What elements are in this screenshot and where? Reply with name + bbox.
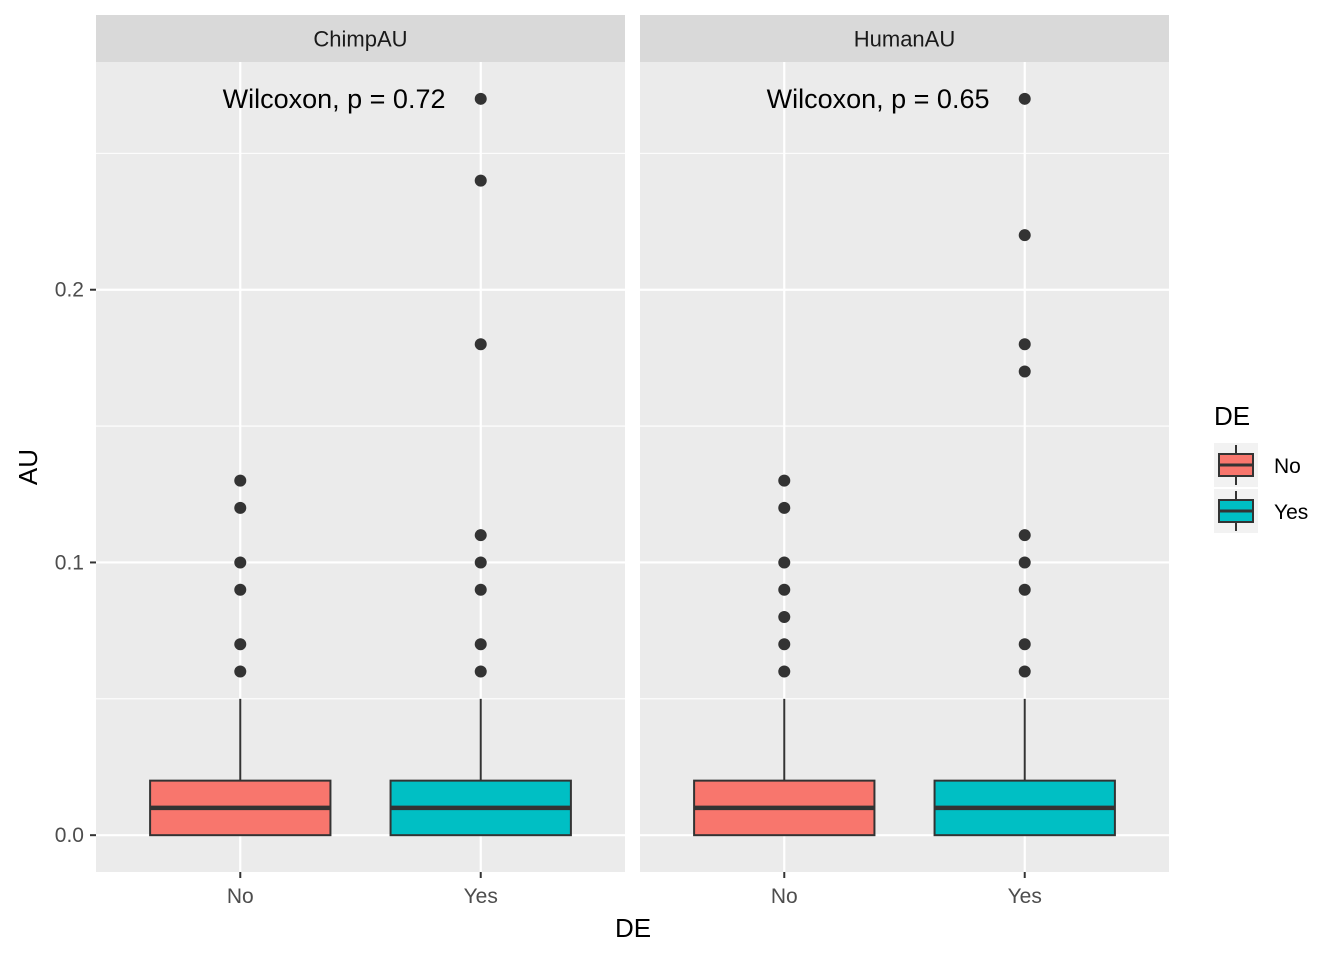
outlier-point — [778, 638, 791, 651]
x-tick-label: No — [227, 885, 254, 908]
outlier-point — [778, 501, 791, 514]
outlier-point — [778, 611, 791, 623]
legend-title: DE — [1214, 401, 1250, 431]
outlier-point — [234, 665, 247, 678]
outlier-point — [1018, 665, 1031, 678]
outlier-point — [474, 92, 487, 105]
box-No — [149, 474, 332, 837]
outlier-point — [778, 665, 791, 678]
outlier-point — [474, 338, 487, 351]
outlier-point — [234, 556, 247, 569]
panel-strip-title: ChimpAU — [313, 27, 407, 52]
outlier-point — [474, 665, 487, 678]
outlier-point — [474, 638, 487, 651]
outlier-point — [474, 556, 487, 569]
outlier-point — [1018, 556, 1031, 569]
wilcoxon-annotation: Wilcoxon, p = 0.65 — [767, 84, 990, 114]
outlier-point — [234, 638, 247, 651]
legend: DE No Yes — [1214, 401, 1308, 533]
outlier-point — [1018, 583, 1031, 596]
legend-entry-Yes: Yes — [1214, 489, 1308, 533]
box-Yes — [933, 92, 1116, 837]
wilcoxon-annotation: Wilcoxon, p = 0.72 — [223, 84, 446, 114]
y-tick-label: 0.0 — [55, 824, 84, 847]
box-No — [693, 474, 876, 837]
y-axis: 0.0 0.1 0.2 — [55, 279, 96, 847]
outlier-point — [1018, 229, 1031, 242]
panel-HumanAU: HumanAU Wilcoxon, p = 0.65 No Yes — [640, 15, 1169, 908]
outlier-point — [778, 474, 791, 487]
legend-label: Yes — [1274, 501, 1308, 524]
box-Yes — [389, 92, 572, 837]
x-tick-label: Yes — [464, 885, 498, 908]
panel-strip-title: HumanAU — [854, 27, 955, 52]
outlier-point — [778, 583, 791, 596]
y-axis-title: AU — [13, 449, 43, 485]
legend-entry-No: No — [1214, 443, 1301, 487]
panel-ChimpAU: ChimpAU Wilcoxon, p = 0.72 No Yes — [96, 15, 625, 908]
outlier-point — [1018, 529, 1031, 542]
outlier-point — [1018, 338, 1031, 351]
outlier-point — [234, 501, 247, 514]
legend-label: No — [1274, 455, 1301, 478]
panel-strip — [640, 15, 1169, 62]
x-tick-label: No — [771, 885, 798, 908]
outlier-point — [1018, 92, 1031, 105]
outlier-point — [1018, 365, 1031, 378]
outlier-point — [234, 474, 247, 487]
outlier-point — [778, 556, 791, 569]
panel-background — [96, 62, 625, 872]
outlier-point — [474, 583, 487, 596]
outlier-point — [474, 529, 487, 542]
panel-strip — [96, 15, 625, 62]
y-tick-label: 0.1 — [55, 551, 84, 574]
y-tick-label: 0.2 — [55, 279, 84, 302]
outlier-point — [234, 583, 247, 596]
x-axis-title: DE — [615, 913, 651, 943]
outlier-point — [474, 174, 487, 187]
panels: ChimpAU Wilcoxon, p = 0.72 No Yes HumanAU Wil… — [96, 15, 1169, 908]
panel-background — [640, 62, 1169, 872]
outlier-point — [1018, 638, 1031, 651]
x-tick-label: Yes — [1008, 885, 1042, 908]
